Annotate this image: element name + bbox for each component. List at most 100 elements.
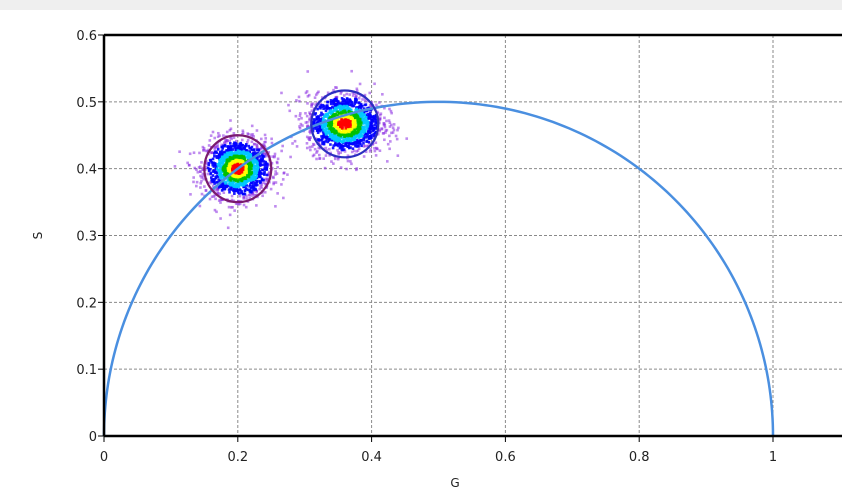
cluster-point [281,178,285,181]
cluster-point [228,164,231,168]
cluster-point [338,132,342,135]
cluster-point [205,159,208,163]
cluster-point [255,204,258,207]
cluster-point [326,100,329,104]
cluster-point [211,157,215,161]
cluster-point [396,128,399,132]
cluster-point [258,162,262,165]
cluster-point [209,171,213,175]
cluster-point [272,155,276,159]
cluster-point [236,180,240,183]
cluster-point [230,160,234,163]
cluster-point [309,148,312,152]
cluster-point [221,147,225,150]
cluster-point [317,116,320,120]
cluster-point [336,157,340,161]
cluster-point [372,114,376,118]
cluster-point [258,164,261,167]
cluster-point [313,96,317,99]
cluster-point [233,146,236,149]
cluster-point [173,165,177,168]
cluster-point [244,177,248,181]
cluster-point [333,133,337,137]
cluster-point [350,133,353,136]
cluster-point [371,128,375,131]
cluster-point [363,134,366,138]
cluster-point [359,123,363,127]
cluster-point [202,148,206,152]
cluster-point [238,142,241,146]
cluster-point [357,144,360,148]
cluster-point [239,159,243,162]
cluster-point [373,146,376,150]
cluster-point [346,154,350,158]
cluster-point [243,145,247,148]
cluster-point [369,121,373,124]
cluster-point [253,193,256,197]
cluster-point [230,198,234,202]
cluster-point [246,156,250,160]
cluster-point [341,140,345,144]
cluster-point [315,157,318,161]
cluster-point [368,103,372,107]
cluster-point [188,152,192,156]
cluster-point [258,175,261,179]
cluster-point [195,168,198,172]
cluster-point [324,140,328,143]
cluster-point [329,99,333,102]
cluster-point [264,137,268,140]
cluster-point [265,179,268,182]
cluster-point [333,142,337,146]
cluster-point [337,151,340,154]
cluster-point [317,146,321,150]
cluster-point [355,115,359,119]
cluster-point [324,113,328,117]
cluster-point [343,150,347,153]
cluster-point [358,82,362,86]
x-tick-label: 0.8 [629,450,650,465]
cluster-point [253,167,257,171]
cluster-point [250,124,254,128]
cluster-point [249,189,253,193]
cluster-point [315,125,318,128]
cluster-point [311,102,314,105]
cluster-point [241,160,245,163]
cluster-point [293,139,297,143]
cluster-point [242,179,245,183]
cluster-point [311,145,314,148]
cluster-point [201,172,205,176]
cluster-point [377,118,381,122]
cluster-point [316,149,319,153]
cluster-point [232,188,236,191]
y-tick-label: 0.4 [76,163,97,178]
cluster-point [322,128,325,132]
cluster-point [216,145,219,148]
cluster-point [226,158,230,161]
cluster-point [243,189,247,192]
cluster-point [350,69,353,73]
cluster-point [254,161,258,164]
cluster-point [324,146,328,150]
cluster-point [331,110,334,114]
cluster-point [228,167,231,170]
cluster-point [364,99,367,103]
cluster-point [256,167,259,170]
cluster-point [319,106,322,110]
cluster-point [356,107,360,110]
cluster-point [341,99,345,103]
cluster-point [394,134,398,138]
cluster-point [223,168,227,171]
cluster-point [200,176,204,179]
cluster-point [351,147,355,150]
cluster-point [349,99,352,103]
cluster-point [350,162,353,166]
cluster-point [345,100,348,103]
cluster-point [195,184,198,188]
cluster-point [247,157,250,161]
cluster-point [249,175,253,179]
cluster-point [271,175,275,179]
cluster-point [274,170,277,173]
cluster-point [333,104,337,108]
cluster-point [323,166,327,170]
